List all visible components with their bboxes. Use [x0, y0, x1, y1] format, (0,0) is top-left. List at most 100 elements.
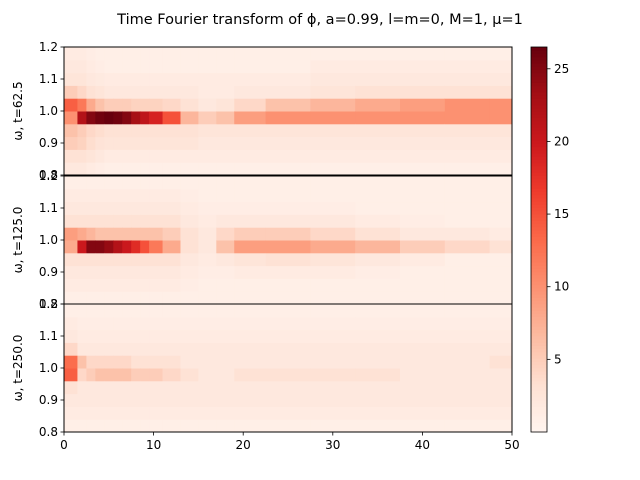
heatmap-cell [444, 123, 491, 138]
heatmap-cell [310, 291, 356, 305]
heatmap-cell [180, 85, 199, 99]
heatmap-cell [95, 162, 105, 176]
colorbar-segment [531, 290, 547, 295]
heatmap-cell [400, 419, 446, 433]
heatmap-cell [64, 136, 78, 150]
colorbar-segment [531, 377, 547, 382]
heatmap-cell [265, 329, 311, 343]
heatmap-cell [113, 393, 123, 407]
heatmap-cell [104, 72, 114, 86]
heatmap-cell [400, 252, 446, 267]
colorbar-segment [531, 156, 547, 160]
heatmap-cell [104, 380, 114, 395]
heatmap-cell [234, 123, 267, 138]
heatmap-cell [113, 368, 123, 382]
heatmap-cell [131, 291, 141, 305]
heatmap-cell [131, 123, 141, 138]
heatmap-cell [216, 188, 235, 203]
heatmap-cell [104, 342, 114, 356]
heatmap-cell [310, 329, 356, 343]
colorbar-segment [531, 98, 547, 103]
heatmap-cell [77, 304, 87, 318]
heatmap-cell [77, 227, 87, 241]
colorbar-segment [531, 117, 547, 122]
heatmap-cell [310, 419, 356, 433]
heatmap-cell [489, 201, 513, 215]
heatmap-cell [122, 368, 132, 382]
heatmap-cell [216, 406, 235, 420]
colorbar-segment [531, 428, 547, 433]
colorbar-segment [531, 63, 547, 67]
heatmap-cell [162, 304, 181, 318]
y-tick-label: 1.1 [39, 329, 58, 343]
heatmap-cell [86, 136, 96, 150]
heatmap-cell [162, 240, 181, 254]
heatmap-cell [86, 149, 96, 163]
heatmap-cell [444, 252, 491, 267]
heatmap-cell [131, 85, 141, 99]
heatmap-cell [86, 201, 96, 215]
heatmap-cell [234, 47, 267, 61]
heatmap-cell [122, 111, 132, 125]
heatmap-cell [180, 47, 199, 61]
heatmap-cell [198, 136, 217, 150]
heatmap-cell [162, 227, 181, 241]
heatmap-cell [489, 227, 513, 241]
heatmap-cell [140, 47, 150, 61]
heatmap-cell [149, 329, 164, 343]
heatmap-cell [355, 72, 401, 86]
heatmap-cell [265, 162, 311, 176]
heatmap-cell [355, 316, 401, 331]
heatmap-cell [140, 72, 150, 86]
heatmap-cell [104, 98, 114, 112]
chart-title: Time Fourier transform of ϕ, a=0.99, l=m… [116, 12, 523, 28]
heatmap-cell [95, 149, 105, 163]
heatmap-cell [444, 111, 491, 125]
heatmap-cell [149, 291, 164, 305]
heatmap-cell [355, 419, 401, 433]
colorbar-segment [531, 133, 547, 138]
heatmap-cell [489, 380, 513, 395]
y-tick-label: 1.0 [39, 361, 58, 375]
colorbar-segment [531, 69, 547, 74]
heatmap-cell [95, 406, 105, 420]
colorbar-tick-label: 15 [554, 207, 569, 221]
heatmap-cell [216, 240, 235, 254]
heatmap-cell [104, 85, 114, 99]
heatmap-cell [149, 393, 164, 407]
heatmap-cell [77, 240, 87, 254]
colorbar-segment [531, 406, 547, 411]
heatmap-cell [180, 240, 199, 254]
heatmap-cell [489, 265, 513, 279]
heatmap-cell [95, 265, 105, 279]
heatmap-cell [149, 59, 164, 74]
heatmap-cell [162, 149, 181, 163]
heatmap-cell [265, 252, 311, 267]
heatmap-cell [95, 355, 105, 369]
colorbar-segment [531, 162, 547, 167]
colorbar-segment [531, 371, 547, 375]
colorbar-segment [531, 136, 547, 141]
heatmap-cell [489, 72, 513, 86]
heatmap-cell [149, 419, 164, 433]
colorbar-segment [531, 91, 547, 96]
colorbar-tick-label: 10 [554, 280, 569, 294]
colorbar-segment [531, 59, 547, 64]
heatmap-cell [95, 252, 105, 267]
heatmap-cell [95, 98, 105, 112]
colorbar-segment [531, 415, 547, 420]
colorbar-segment [531, 338, 547, 343]
heatmap-cell [86, 72, 96, 86]
heatmap-cell [310, 72, 356, 86]
heatmap-cell [64, 188, 78, 203]
heatmap-cell [113, 380, 123, 395]
heatmap-cell [113, 149, 123, 163]
heatmap-cell [149, 188, 164, 203]
colorbar-segment [531, 140, 547, 144]
heatmap-cell [140, 278, 150, 292]
heatmap-cell [131, 136, 141, 150]
heatmap-cell [77, 72, 87, 86]
heatmap-cell [444, 149, 491, 163]
heatmap-cell [265, 406, 311, 420]
colorbar-segment [531, 422, 547, 427]
